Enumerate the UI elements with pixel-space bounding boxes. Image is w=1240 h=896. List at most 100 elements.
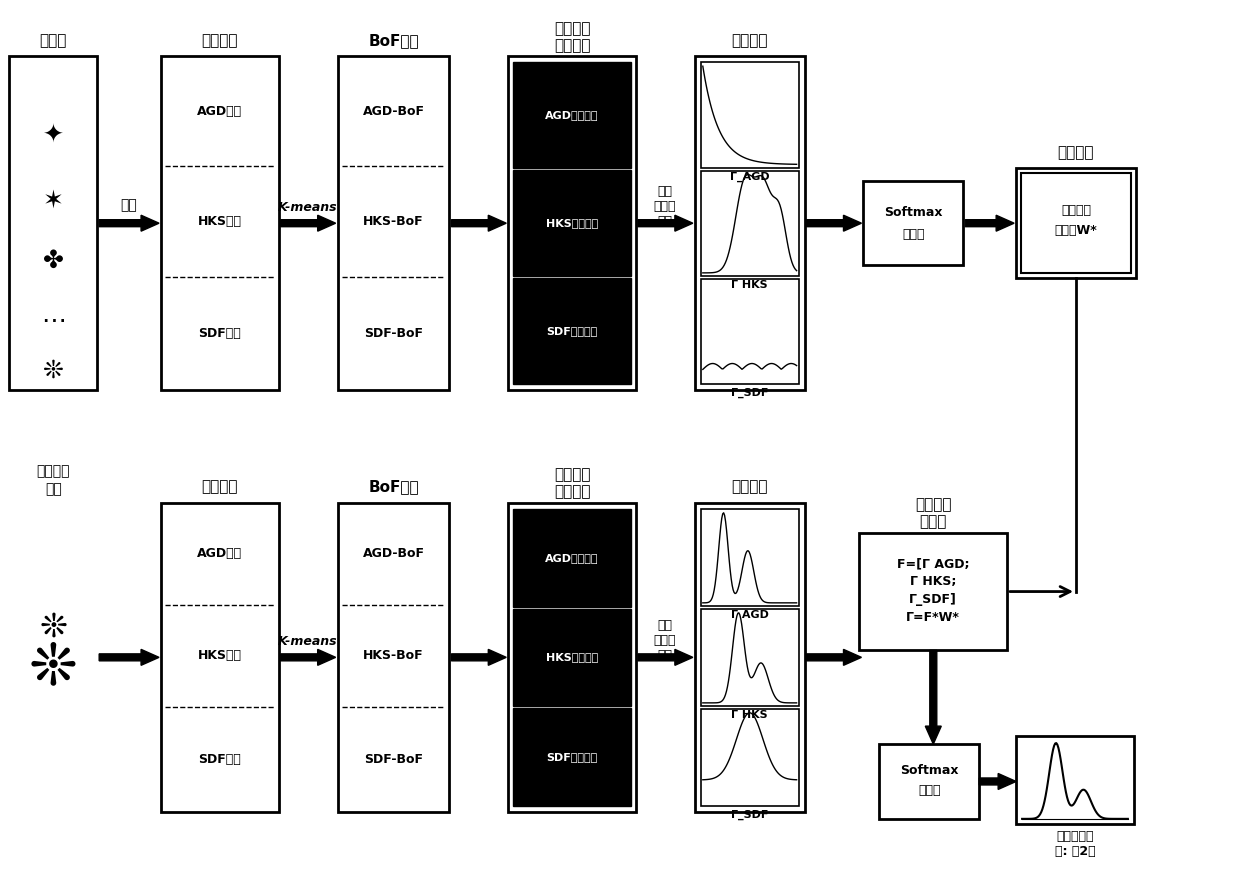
Bar	[513, 509, 631, 607]
Text: AGD特征字典: AGD特征字典	[546, 110, 599, 120]
FancyArrow shape	[806, 650, 862, 666]
Text: 特征编码: 特征编码	[732, 479, 768, 495]
FancyArrow shape	[451, 215, 506, 231]
Bar	[161, 503, 279, 812]
Bar	[701, 509, 799, 606]
Bar	[161, 56, 279, 390]
FancyArrow shape	[280, 650, 336, 666]
Bar	[513, 708, 631, 806]
Text: Γ HKS: Γ HKS	[732, 710, 768, 719]
Text: HKS特征: HKS特征	[198, 650, 242, 662]
FancyArrow shape	[637, 650, 693, 666]
Bar	[701, 709, 799, 806]
Text: 别: 第2类: 别: 第2类	[1055, 845, 1095, 858]
Bar	[513, 278, 631, 384]
Text: Softmax: Softmax	[884, 206, 942, 219]
Bar	[508, 503, 636, 812]
Bar	[337, 503, 449, 812]
Text: SDF特征字典: SDF特征字典	[547, 326, 598, 336]
Bar	[694, 56, 805, 390]
Text: Γ HKS: Γ HKS	[732, 280, 768, 289]
Text: Γ=F*W*: Γ=F*W*	[906, 611, 960, 624]
Text: ❊: ❊	[42, 358, 63, 383]
Text: SDF-BoF: SDF-BoF	[365, 327, 423, 340]
Text: 特征字典: 特征字典	[554, 38, 590, 53]
Text: 特征权值: 特征权值	[1058, 145, 1094, 159]
Text: 训练模型: 训练模型	[554, 468, 590, 482]
Bar	[701, 279, 799, 384]
Text: ❊: ❊	[29, 639, 78, 696]
Text: 单层特征: 单层特征	[202, 33, 238, 47]
Text: 优化: 优化	[657, 215, 672, 228]
Bar	[859, 533, 1007, 650]
FancyArrow shape	[980, 773, 1016, 789]
Text: …: …	[41, 304, 66, 327]
Text: ✶: ✶	[42, 189, 63, 212]
Text: HKS特征字典: HKS特征字典	[546, 652, 598, 662]
Text: BoF特征: BoF特征	[368, 479, 419, 495]
Text: 编码、: 编码、	[653, 633, 676, 647]
Text: 提取: 提取	[45, 482, 62, 495]
Text: ✦: ✦	[42, 124, 63, 148]
Text: 多特征编: 多特征编	[915, 497, 951, 513]
Text: Γ_SDF: Γ_SDF	[732, 388, 769, 399]
Text: 测试样本类: 测试样本类	[1056, 831, 1094, 843]
FancyArrow shape	[99, 215, 159, 231]
Text: 码分类: 码分类	[920, 514, 947, 530]
FancyArrow shape	[637, 215, 693, 231]
Text: HKS-BoF: HKS-BoF	[363, 650, 424, 662]
Text: Softmax: Softmax	[900, 764, 959, 777]
Text: 训练模型: 训练模型	[554, 21, 590, 36]
Text: K-means: K-means	[278, 635, 337, 648]
Text: Γ_SDF: Γ_SDF	[732, 810, 769, 820]
Bar	[1016, 737, 1133, 823]
Bar	[513, 608, 631, 706]
Bar	[513, 170, 631, 276]
Text: AGD-BoF: AGD-BoF	[362, 105, 424, 117]
Text: SDF特征: SDF特征	[198, 753, 242, 766]
FancyArrow shape	[280, 215, 336, 231]
Text: 数据集: 数据集	[40, 33, 67, 47]
Text: ❊: ❊	[40, 611, 67, 644]
FancyArrow shape	[99, 650, 159, 666]
Text: HKS-BoF: HKS-BoF	[363, 215, 424, 228]
Text: 异类多特: 异类多特	[1061, 203, 1091, 217]
Bar	[513, 62, 631, 168]
Text: HKS特征字典: HKS特征字典	[546, 219, 598, 228]
Text: 分类器: 分类器	[901, 228, 925, 241]
Text: ✤: ✤	[42, 248, 63, 272]
Text: SDF特征字典: SDF特征字典	[547, 752, 598, 762]
Text: 特征字典: 特征字典	[554, 485, 590, 499]
Bar	[701, 609, 799, 706]
Text: 稀疏: 稀疏	[657, 619, 672, 632]
Text: AGD特征字典: AGD特征字典	[546, 553, 599, 563]
Text: 特征编码: 特征编码	[732, 33, 768, 47]
Bar	[1021, 173, 1131, 273]
Bar	[1016, 168, 1136, 278]
Text: K-means: K-means	[278, 201, 337, 214]
Text: Γ AGD: Γ AGD	[730, 610, 769, 620]
Bar	[508, 56, 636, 390]
Text: BoF特征: BoF特征	[368, 33, 419, 47]
Text: 单层特征: 单层特征	[202, 479, 238, 495]
Text: 征权值W*: 征权值W*	[1054, 224, 1097, 237]
Text: 分类器: 分类器	[918, 784, 941, 797]
Text: SDF-BoF: SDF-BoF	[365, 753, 423, 766]
Text: Γ_SDF]: Γ_SDF]	[909, 593, 957, 606]
Text: AGD特征: AGD特征	[197, 547, 243, 560]
Text: AGD特征: AGD特征	[197, 105, 243, 117]
Text: 提取: 提取	[120, 198, 138, 212]
FancyArrow shape	[451, 650, 506, 666]
Text: 稀疏: 稀疏	[657, 185, 672, 198]
Bar	[701, 62, 799, 168]
FancyArrow shape	[925, 650, 941, 744]
FancyArrow shape	[965, 215, 1014, 231]
Bar	[694, 503, 805, 812]
Text: HKS特征: HKS特征	[198, 215, 242, 228]
Bar	[337, 56, 449, 390]
Text: Γ HKS;: Γ HKS;	[910, 575, 956, 588]
Bar	[879, 744, 980, 819]
Text: F=[Γ AGD;: F=[Γ AGD;	[897, 557, 970, 570]
Text: 编码、: 编码、	[653, 200, 676, 212]
Text: 测试模型: 测试模型	[36, 464, 69, 478]
